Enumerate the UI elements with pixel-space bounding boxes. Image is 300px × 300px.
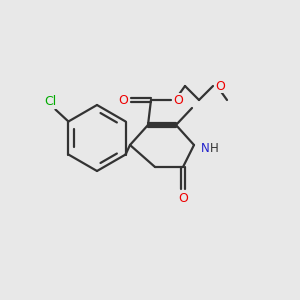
Text: O: O <box>118 94 128 106</box>
Text: O: O <box>215 80 225 92</box>
Text: O: O <box>173 94 183 106</box>
Text: Cl: Cl <box>44 95 56 108</box>
Text: N: N <box>201 142 209 155</box>
Text: H: H <box>210 142 218 155</box>
Text: O: O <box>178 191 188 205</box>
